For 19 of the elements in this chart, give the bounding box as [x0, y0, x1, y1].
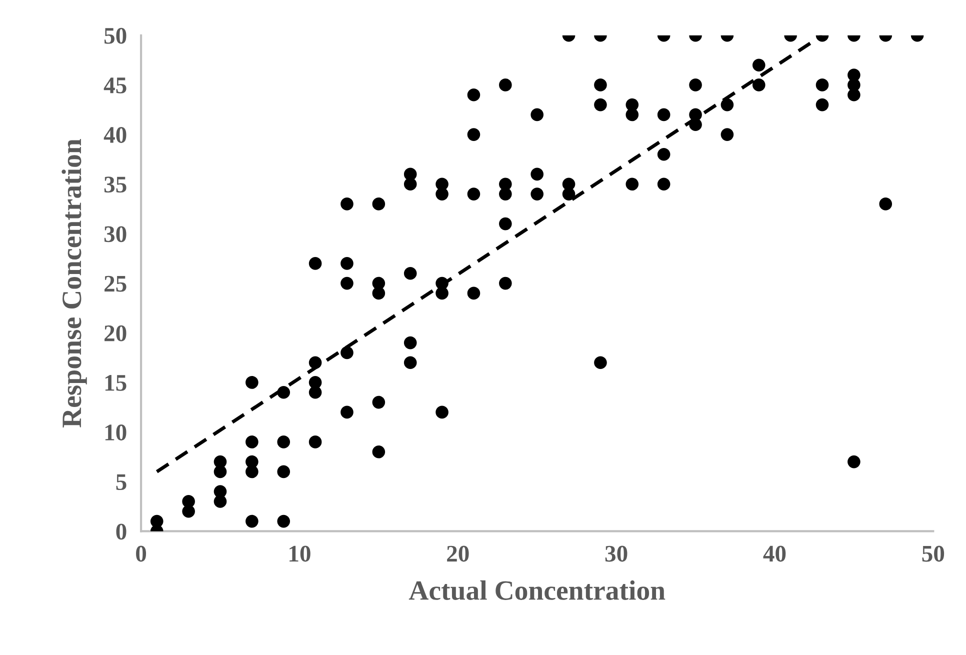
y-axis-title: Response Concentration	[62, 139, 87, 428]
y-tick-label: 40	[104, 127, 126, 143]
x-tick-label: 40	[763, 546, 786, 562]
y-tick-label: 25	[104, 276, 126, 292]
y-tick-label: 15	[105, 375, 126, 391]
y-tick-label: 20	[104, 325, 126, 342]
x-tick-label: 30	[605, 546, 628, 562]
x-tick-label: 50	[922, 546, 944, 562]
x-tick-label: 20	[447, 546, 469, 562]
x-tick-label: 0	[136, 546, 146, 562]
x-tick-label: 10	[290, 546, 310, 562]
y-tick-label: 5	[116, 474, 126, 490]
y-tick-label: 50	[104, 28, 126, 44]
y-tick-label: 30	[104, 226, 126, 242]
y-tick-label: 10	[105, 424, 126, 440]
y-tick-label: 35	[104, 176, 126, 193]
y-tick-label: 0	[116, 524, 126, 540]
x-axis-title: Actual Concentration	[408, 580, 666, 600]
y-tick-label: 45	[104, 78, 126, 94]
